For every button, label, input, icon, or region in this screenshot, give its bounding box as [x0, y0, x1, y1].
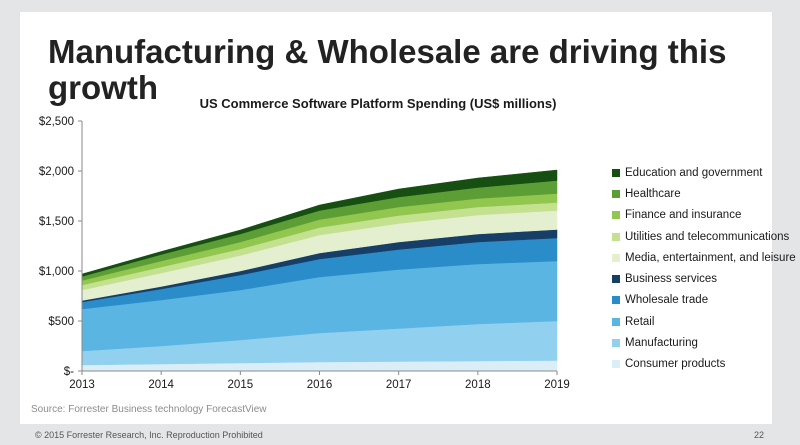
area-chart: US Commerce Software Platform Spending (…: [39, 96, 570, 391]
legend-swatch: [612, 253, 620, 262]
x-tick-label: 2019: [544, 379, 570, 391]
x-tick-label: 2018: [465, 379, 491, 391]
x-tick-label: 2013: [69, 379, 95, 391]
legend-swatch: [612, 232, 620, 241]
y-tick-label: $2,500: [39, 116, 74, 128]
legend-item: Utilities and telecommunications: [612, 226, 800, 247]
legend-label: Utilities and telecommunications: [625, 230, 790, 243]
chart-axes: $- $500 $1,000 $1,500 $2,000 $2,500 2013 2014 20…: [39, 116, 570, 391]
legend-label: Retail: [625, 315, 655, 328]
legend-item: Education and government: [612, 162, 800, 183]
legend-item: Finance and insurance: [612, 205, 800, 226]
legend-swatch: [612, 211, 620, 220]
x-tick-label: 2014: [148, 379, 174, 391]
chart-legend: Education and government Healthcare Financ…: [612, 162, 800, 375]
legend-label: Wholesale trade: [625, 294, 709, 307]
legend-item: Wholesale trade: [612, 290, 800, 311]
y-tick-label: $2,000: [39, 166, 74, 178]
area-series-10: [81, 169, 558, 277]
legend-swatch: [612, 168, 620, 177]
legend-item: Media, entertainment, and leisure: [612, 247, 800, 268]
legend-swatch: [612, 296, 620, 305]
legend-label: Media, entertainment, and leisure: [625, 251, 796, 264]
source-note: Source: Forrester Business technology Fo…: [31, 404, 267, 415]
slide-title: Manufacturing & Wholesale are driving th…: [48, 33, 727, 106]
legend-item: Healthcare: [612, 183, 800, 204]
legend-label: Healthcare: [625, 187, 681, 200]
legend-item: Business services: [612, 268, 800, 289]
legend-label: Finance and insurance: [625, 209, 742, 222]
legend-swatch: [612, 360, 620, 369]
chart-title: US Commerce Software Platform Spending (…: [200, 96, 557, 111]
legend-item: Retail: [612, 311, 800, 332]
legend-label: Education and government: [625, 166, 763, 179]
y-tick-label: $1,500: [39, 216, 74, 228]
legend-label: Business services: [625, 273, 718, 286]
legend-swatch: [612, 189, 620, 198]
legend-item: Consumer products: [612, 354, 800, 375]
legend-swatch: [612, 275, 620, 284]
slide: Manufacturing & Wholesale are driving th…: [20, 12, 796, 424]
y-tick-label: $500: [48, 316, 74, 328]
chart-areas: [81, 169, 558, 372]
legend-swatch: [612, 339, 620, 348]
legend-item: Manufacturing: [612, 332, 800, 353]
y-tick-label: $-: [64, 366, 74, 378]
x-tick-label: 2015: [228, 379, 254, 391]
x-tick-label: 2017: [386, 379, 412, 391]
x-tick-label: 2016: [307, 379, 333, 391]
page-number: 22: [754, 430, 765, 440]
y-tick-label: $1,000: [39, 266, 74, 278]
legend-swatch: [612, 317, 620, 326]
legend-label: Manufacturing: [625, 337, 698, 350]
legend-label: Consumer products: [625, 358, 726, 371]
copyright-footer: © 2015 Forrester Research, Inc. Reproduc…: [35, 430, 263, 440]
